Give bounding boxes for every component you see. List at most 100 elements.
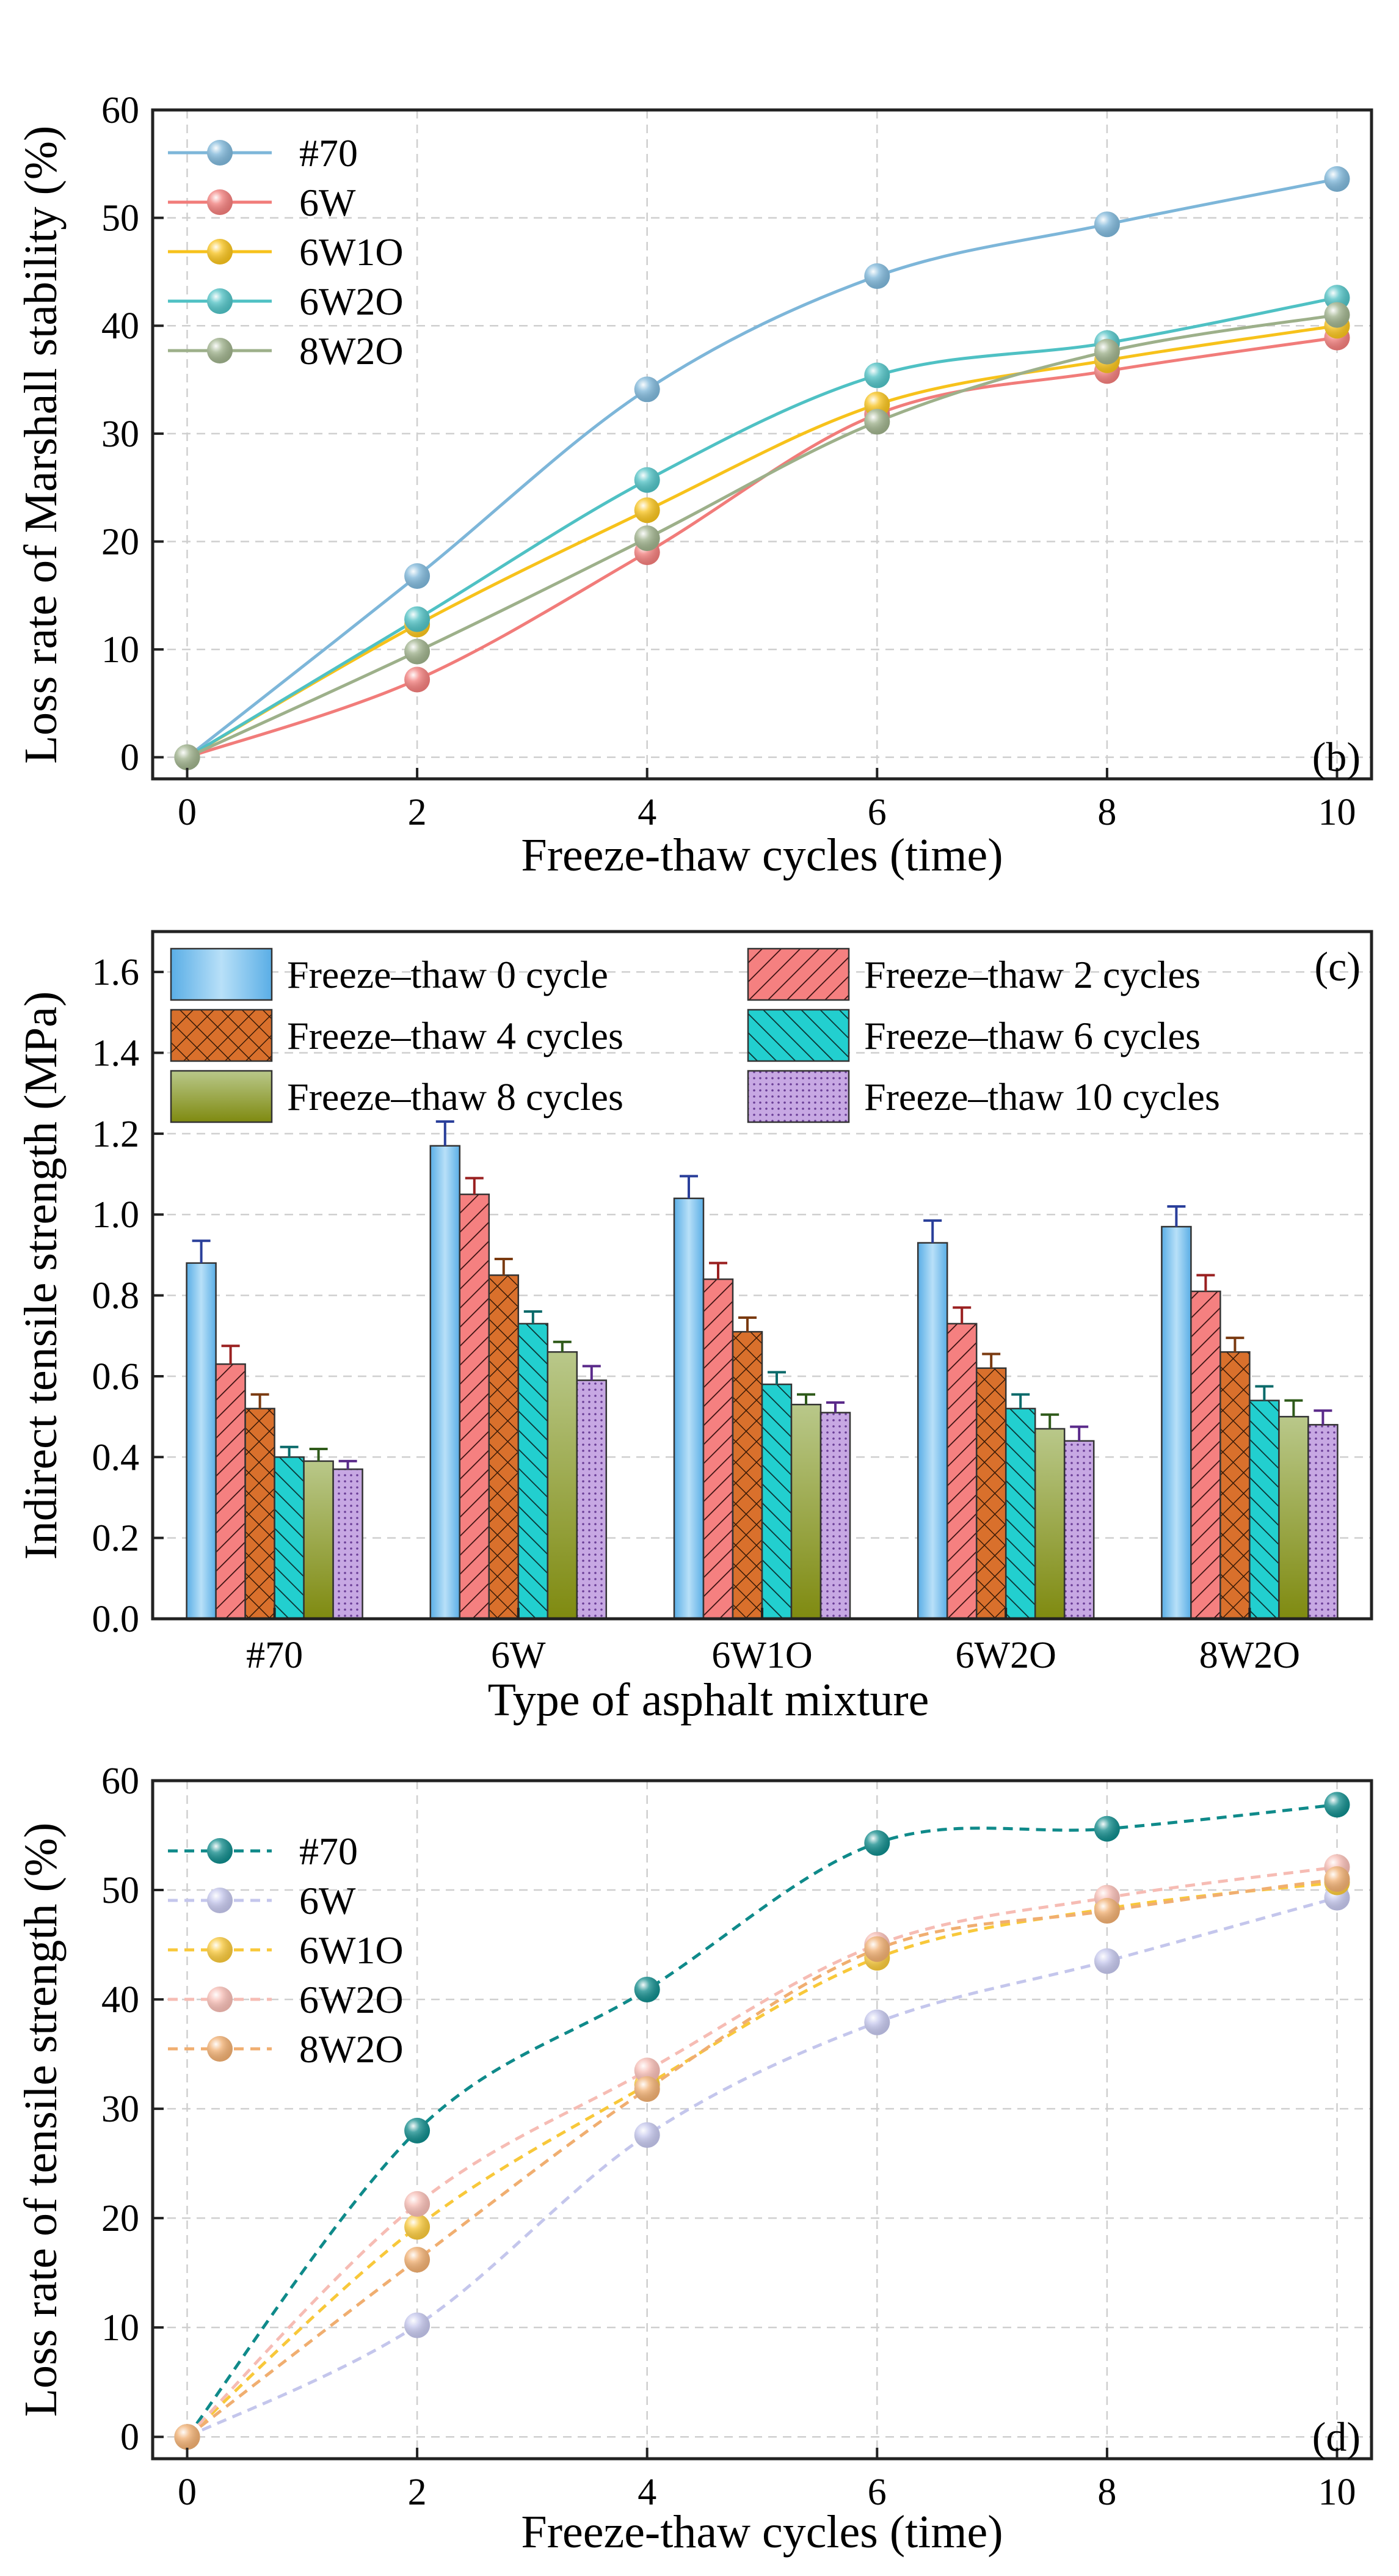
b-x-tick-label: 10 [1318,792,1356,833]
panel-b-tag: (b) [1312,734,1361,780]
d-data-point-shine [634,2122,660,2148]
b-data-point-shine [404,606,431,632]
b-y-tick-label: 30 [101,414,139,455]
c-bar [244,1407,275,1620]
c-x-tick-label: 8W2O [1199,1635,1300,1676]
d-data-point-shine [404,2214,431,2240]
panel-b-legend: #70 6W 6W1O 6W2O 8W2O [168,131,404,373]
b-data-point-shine [634,525,660,552]
c-legend-swatch [170,1070,273,1123]
b-x-tick-label: 4 [638,792,656,833]
c-bar [1190,1290,1221,1620]
d-legend-marker-shine [207,1987,233,2012]
b-data-point-shine [174,744,200,770]
d-legend-marker-shine [207,1937,233,1963]
c-bar [819,1412,851,1620]
d-y-tick-label: 40 [101,1979,139,2021]
d-y-tick-label: 10 [101,2307,139,2349]
c-bar [975,1367,1007,1620]
d-x-tick-label: 2 [408,2472,427,2513]
b-legend-label: 8W2O [299,329,404,373]
b-series-line [186,177,1337,759]
b-y-tick-label: 20 [101,521,139,563]
b-x-tick-label: 8 [1097,792,1116,833]
d-data-point-shine [634,2076,660,2102]
d-x-tick-label: 0 [178,2472,197,2513]
panel-c-tag: (c) [1315,943,1361,990]
d-x-tick-label: 6 [868,2472,887,2513]
c-bar [761,1383,793,1620]
c-bar [702,1278,734,1620]
c-bar [790,1404,822,1620]
d-data-point-shine [404,2117,431,2144]
b-data-point-shine [864,362,890,389]
c-bar [1005,1407,1036,1620]
c-bar [946,1323,978,1620]
b-series-line [186,324,1337,759]
c-bar [429,1145,461,1620]
b-legend-marker-shine [207,288,233,314]
panel-c-x-axis-label: Type of asphalt mixture [488,1674,929,1726]
d-series-line [186,1896,1338,2439]
c-bar [673,1197,705,1620]
panel-c-legend: Freeze–thaw 0 cycle Freeze–thaw 2 cycles F… [170,947,1220,1123]
c-x-tick-label: #70 [246,1635,303,1676]
d-data-point-shine [404,2247,431,2273]
panel-c-bars [186,1120,1339,1620]
c-x-tick-label: 6W2O [956,1635,1056,1676]
c-bar [576,1379,608,1620]
c-legend-label: Freeze–thaw 10 cycles [864,1075,1220,1118]
d-legend-marker-shine [207,2036,233,2062]
d-y-tick-label: 30 [101,2089,139,2130]
c-bar [1249,1399,1280,1620]
c-bar [1161,1225,1192,1620]
c-legend-swatch [170,947,273,1001]
c-bar [215,1363,246,1620]
c-bar [303,1460,334,1620]
c-bar [547,1351,578,1620]
c-bar [186,1262,217,1620]
d-series-line [186,1881,1337,2439]
b-legend-marker-shine [207,189,233,215]
c-bar [488,1274,520,1620]
c-legend-swatch [747,1009,850,1062]
b-series-line [186,313,1337,759]
b-legend-label: #70 [299,131,358,175]
c-bar [517,1323,549,1620]
c-x-tick-label: 6W1O [711,1635,812,1676]
c-legend-label: Freeze–thaw 8 cycles [287,1075,623,1118]
d-legend-label: 8W2O [299,2027,404,2071]
c-bar [1307,1424,1339,1620]
d-series-line [186,1877,1337,2439]
c-y-tick-label: 0.6 [92,1356,140,1398]
panel-b-x-axis-label: Freeze-thaw cycles (time) [521,830,1003,881]
c-legend-swatch [747,1070,850,1123]
d-y-tick-label: 0 [120,2417,139,2458]
b-x-tick-label: 6 [868,792,887,833]
panel-d-x-axis-label: Freeze-thaw cycles (time) [521,2506,1003,2558]
d-data-point-shine [404,2312,431,2338]
b-data-point-shine [1094,211,1120,238]
d-data-point-shine [634,1976,660,2002]
b-data-point-shine [634,497,660,524]
panel-d-y-axis-label: Loss rate of tensile strength (%) [15,1823,67,2417]
c-bar [1278,1415,1309,1620]
b-legend-label: 6W2O [299,280,404,323]
panel-b-data-points [174,166,1350,770]
b-y-tick-label: 0 [120,737,139,779]
b-legend-marker-shine [207,140,233,166]
c-y-tick-label: 1.0 [92,1194,140,1236]
panel-d-legend: #70 6W 6W1O 6W2O 8W2O [168,1830,404,2071]
d-data-point-shine [174,2424,200,2450]
d-legend-label: 6W1O [299,1928,404,1972]
panel-c-tensile-strength-chart: 0.0 0.2 0.4 0.6 0.8 1.0 1.2 1.4 1.6 #70 6W 6W1O 6W2O… [15,930,1373,1726]
d-data-point-shine [404,2191,431,2217]
b-x-tick-label: 0 [178,792,197,833]
c-bar [1063,1440,1095,1620]
c-y-tick-label: 0.4 [92,1437,140,1478]
c-bar [274,1456,305,1620]
b-y-tick-label: 60 [101,90,139,131]
b-data-point-shine [404,638,431,665]
panel-d-axis-ticks: 0 2 4 6 8 10 0 10 20 30 40 50 60 [101,1761,1356,2513]
d-y-tick-label: 50 [101,1870,139,1911]
